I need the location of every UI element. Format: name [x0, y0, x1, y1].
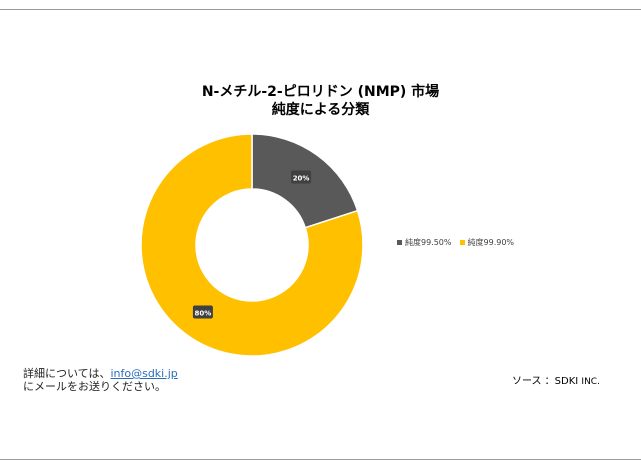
contact-line1: 詳細については、info@sdki.jp [23, 367, 178, 380]
bottom-rule [0, 459, 641, 460]
chart-title-line1: N-メチル-2-ピロリドン (NMP) 市場 [201, 84, 440, 100]
legend-label-1: 純度99.90% [467, 238, 515, 247]
slice-label-0: 20% [291, 170, 312, 184]
legend-label-0: 純度99.50% [405, 238, 452, 247]
slice-label-bg-0 [291, 170, 312, 184]
slice-label-bg-1 [192, 305, 213, 319]
legend-item-1: 純度99.90% [459, 237, 515, 248]
slice-label-text-0: 20% [293, 174, 310, 182]
donut-slice-1 [140, 133, 364, 357]
contact-prefix: 詳細については、 [23, 367, 111, 380]
source-credit: ソース ：SDKI INC. [512, 372, 600, 387]
source-inc: INC. [581, 377, 600, 387]
slice-label-text-1: 80% [195, 310, 212, 318]
slice-label-1: 80% [192, 305, 213, 319]
legend-item-0: 純度99.50% [397, 237, 452, 248]
chart-legend: 純度99.50% 純度99.90% [397, 237, 522, 248]
chart-title-line2: 純度による分類 [271, 102, 370, 118]
contact-line2: にメールをお送りください。 [23, 380, 166, 393]
source-label: ソース ：SDKI [512, 376, 582, 387]
contact-note: 詳細については、info@sdki.jp にメールをお送りください。 [23, 367, 178, 393]
top-rule [0, 9, 641, 10]
legend-swatch-0 [397, 240, 402, 245]
contact-email-link[interactable]: info@sdki.jp [110, 367, 178, 380]
legend-swatch-1 [459, 240, 465, 245]
